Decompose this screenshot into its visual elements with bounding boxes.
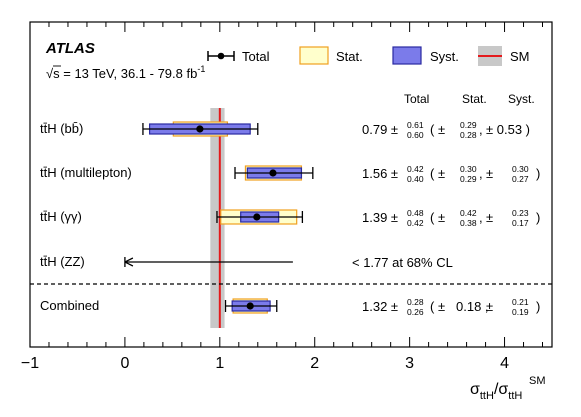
x-tick-label: 2	[310, 355, 319, 372]
xlabel-main: σ	[470, 381, 480, 398]
total-down: 0.60	[407, 130, 424, 140]
stat-up: 0.29	[460, 120, 477, 130]
legend-total-label: Total	[242, 49, 270, 64]
channel-label: tt̄H (γγ)	[40, 209, 82, 224]
x-tick-label: −1	[21, 355, 39, 372]
syst-close: )	[536, 299, 540, 314]
x-tick-label: 1	[215, 355, 224, 372]
total-down: 0.42	[407, 218, 424, 228]
central-marker	[253, 213, 261, 221]
total-up: 0.28	[407, 297, 424, 307]
legend-stat-swatch	[299, 46, 329, 65]
x-axis-label: σttH/σttH	[470, 381, 522, 402]
xlabel-sep: /σ	[494, 381, 508, 398]
stat-open: ( ±	[430, 210, 445, 225]
channel-label: tt̄H (multilepton)	[40, 165, 132, 180]
channel-row: tt̄H (multilepton) 1.56 ±0.420.40( ±0.300…	[40, 164, 540, 184]
central-value: 0.79 ±	[362, 122, 398, 137]
syst-close: )	[536, 166, 540, 181]
legend: Total Stat. Syst. SM	[207, 46, 530, 66]
central-marker	[196, 125, 204, 133]
channel-row: tt̄H (bb̄) 0.79 ± 0.610.60 ( ± 0.290.28, ± 0.…	[40, 120, 530, 140]
stat-comma: ,	[479, 166, 483, 181]
legend-syst-label: Syst.	[430, 49, 459, 64]
stat-down: 0.28	[460, 130, 477, 140]
total-up: 0.48	[407, 208, 424, 218]
central-value: 1.32 ±	[362, 299, 398, 314]
header-total: Total	[404, 92, 429, 106]
stat-open: ( ±	[430, 299, 445, 314]
legend-stat-label: Stat.	[336, 49, 363, 64]
syst-pm: ±	[486, 166, 493, 181]
channel-row: Combined 1.32 ± 0.280.26 ( ± 0.18 ,± 0.210.19…	[40, 297, 540, 317]
x-axis: −1 0 1 2 3 4	[21, 22, 544, 372]
header-syst: Syst.	[508, 92, 535, 106]
central-marker	[246, 302, 254, 310]
energy-label: √s = 13 TeV, 36.1 - 79.8 fb-1	[46, 64, 205, 81]
stat-open: ( ±	[430, 122, 445, 137]
syst-down: 0.17	[512, 218, 529, 228]
xlabel-sub2: ttH	[508, 390, 522, 402]
syst-down: 0.27	[512, 174, 529, 184]
syst-close: )	[536, 210, 540, 225]
total-up: 0.42	[407, 164, 424, 174]
syst-up: 0.21	[512, 297, 529, 307]
stat-down: 0.38	[460, 218, 477, 228]
stat-comma: ,	[479, 122, 483, 137]
syst-up: 0.30	[512, 164, 529, 174]
xlabel-sub: ttH	[480, 390, 494, 402]
energy-sup: -1	[197, 64, 205, 74]
channel-label: tt̄H (bb̄)	[40, 121, 83, 136]
syst-pm: ±	[486, 210, 493, 225]
header-stat: Stat.	[462, 92, 487, 106]
channel-row: tt̄H (γγ) 1.39 ±0.480.42( ±0.420.38, ±0.23…	[40, 208, 540, 228]
stat-down: 0.29	[460, 174, 477, 184]
central-value: 1.56 ±	[362, 166, 398, 181]
stat-open: ( ±	[430, 166, 445, 181]
xlabel-sup2: SM	[529, 375, 546, 387]
total-down: 0.26	[407, 307, 424, 317]
x-tick-label: 3	[405, 355, 414, 372]
legend-sm-label: SM	[510, 49, 530, 64]
header: ATLAS √s = 13 TeV, 36.1 - 79.8 fb-1	[45, 40, 205, 81]
syst-pm: ±	[486, 299, 493, 314]
legend-total-marker	[217, 52, 225, 60]
energy-text: √s = 13 TeV, 36.1 - 79.8 fb	[46, 66, 197, 81]
stat-comma: ,	[479, 210, 483, 225]
central-marker	[269, 169, 277, 177]
legend-syst-swatch	[392, 46, 422, 65]
x-tick-label: 0	[120, 355, 129, 372]
limit-text: < 1.77 at 68% CL	[352, 255, 453, 270]
central-value: 1.39 ±	[362, 210, 398, 225]
channel-label: tt̄H (ZZ)	[40, 254, 85, 269]
x-tick-label: 4	[500, 355, 509, 372]
stat-sym: 0.18 ,	[456, 299, 489, 314]
channel-row: tt̄H (ZZ) < 1.77 at 68% CL	[40, 254, 453, 270]
limit-arrow	[124, 257, 134, 267]
stat-up: 0.42	[460, 208, 477, 218]
plot-frame	[29, 21, 553, 348]
syst-down: 0.19	[512, 307, 529, 317]
column-headers: Total Stat. Syst.	[404, 92, 535, 106]
syst-sym: ± 0.53 )	[486, 122, 530, 137]
rows-layer: tt̄H (bb̄) 0.79 ±0.610.60( ±0.290.28, ± 0.…	[40, 120, 540, 317]
stat-up: 0.30	[460, 164, 477, 174]
experiment-label: ATLAS	[45, 40, 95, 57]
syst-up: 0.23	[512, 208, 529, 218]
channel-label: Combined	[40, 298, 99, 313]
total-up: 0.61	[407, 120, 424, 130]
total-down: 0.40	[407, 174, 424, 184]
